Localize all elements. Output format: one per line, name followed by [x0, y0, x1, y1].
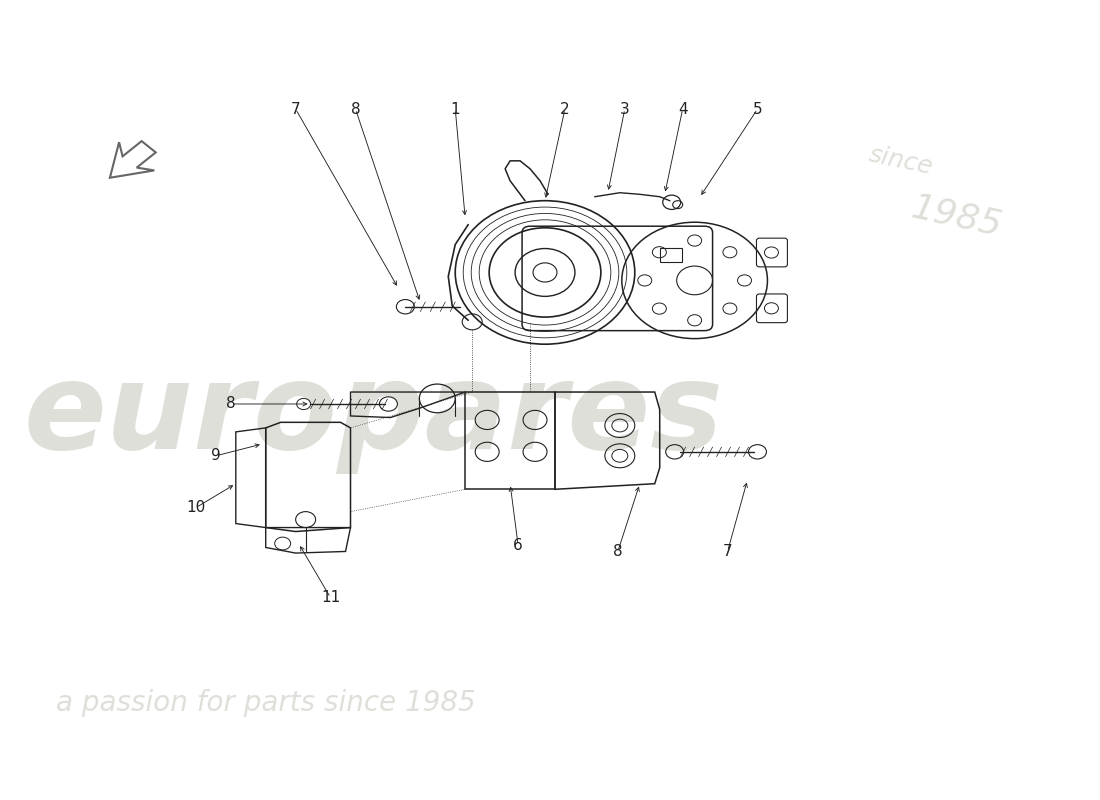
Text: 10: 10	[186, 500, 206, 515]
Text: 2: 2	[560, 102, 570, 117]
Text: europares: europares	[23, 358, 724, 474]
Text: 1: 1	[450, 102, 460, 117]
Text: 3: 3	[620, 102, 629, 117]
Text: 6: 6	[514, 538, 522, 553]
Text: a passion for parts since 1985: a passion for parts since 1985	[56, 689, 476, 717]
Text: 1985: 1985	[908, 190, 1004, 243]
Text: 11: 11	[321, 590, 340, 606]
Text: 9: 9	[211, 448, 221, 463]
Text: 4: 4	[678, 102, 688, 117]
Text: 5: 5	[752, 102, 762, 117]
Text: 8: 8	[613, 544, 623, 559]
Text: 8: 8	[351, 102, 361, 117]
Text: since: since	[867, 142, 935, 179]
Text: 8: 8	[226, 397, 235, 411]
Text: 7: 7	[723, 544, 733, 559]
Text: 7: 7	[290, 102, 300, 117]
Bar	[660, 248, 682, 262]
